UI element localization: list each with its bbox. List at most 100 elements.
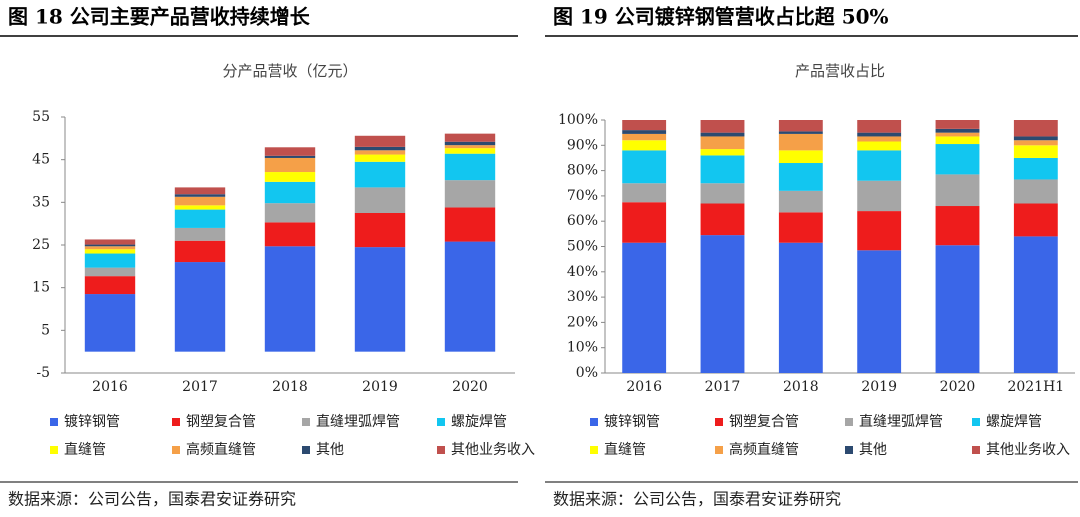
bar-segment: [354, 247, 406, 352]
bar-segment: [857, 211, 902, 251]
bar-segment: [935, 132, 980, 137]
bar-segment: [264, 203, 316, 223]
x-tick-label: 2020: [940, 379, 976, 395]
bar-segment: [84, 244, 136, 247]
legend-swatch: [590, 446, 598, 454]
bar-segment: [778, 131, 823, 134]
bar-segment: [935, 128, 980, 133]
legend-label: 直缝埋弧焊管: [316, 413, 400, 430]
figure-title: 图 18 公司主要产品营收持续增长: [8, 5, 311, 29]
x-tick-label: 2019: [861, 379, 897, 395]
legend-swatch: [437, 446, 445, 454]
x-tick-label: 2017: [182, 379, 218, 395]
bar-segment: [1013, 120, 1058, 137]
x-tick-label: 2018: [272, 379, 308, 395]
x-tick-label: 2018: [783, 379, 819, 395]
bar-segment: [444, 148, 496, 154]
bar-segment: [174, 187, 226, 195]
bar-segment: [857, 141, 902, 151]
bar-segment: [84, 239, 136, 245]
bar-segment: [84, 267, 136, 277]
legend-swatch: [50, 446, 58, 454]
bar-segment: [622, 150, 667, 184]
bar-segment: [354, 154, 406, 162]
y-tick-label: 60%: [567, 213, 598, 229]
legend-swatch: [437, 418, 445, 426]
bar-segment: [174, 209, 226, 228]
bar-segment: [935, 136, 980, 145]
bar-segment: [778, 163, 823, 191]
legend-label: 钢塑复合管: [186, 413, 256, 430]
bar-segment: [264, 155, 316, 158]
legend-label: 直缝管: [64, 441, 106, 458]
y-tick-label: 10%: [567, 340, 598, 356]
bar-segment: [264, 157, 316, 173]
bar-segment: [264, 246, 316, 352]
bar-segment: [935, 120, 980, 129]
y-tick-label: -5: [36, 365, 50, 381]
bar-segment: [174, 227, 226, 241]
bar-segment: [700, 183, 745, 204]
bar-segment: [935, 144, 980, 175]
bar-segment: [778, 212, 823, 243]
x-tick-label: 2017: [705, 379, 741, 395]
bar-segment: [444, 133, 496, 142]
x-tick-label: 2019: [362, 379, 398, 395]
y-tick-label: 80%: [567, 163, 598, 179]
bar-segment: [700, 149, 745, 156]
x-tick-label: 2016: [626, 379, 662, 395]
bar-segment: [1013, 145, 1058, 158]
chart-title: 产品营收占比: [795, 62, 885, 80]
y-tick-label: 30%: [567, 289, 598, 305]
legend-swatch: [715, 446, 723, 454]
bar-segment: [700, 235, 745, 373]
bar-segment: [935, 174, 980, 207]
bar-segment: [1013, 157, 1058, 180]
legend-label: 镀锌钢管: [604, 413, 660, 430]
x-tick-label: 2016: [92, 379, 128, 395]
legend-swatch: [715, 418, 723, 426]
bar-segment: [778, 120, 823, 132]
bar-segment: [622, 130, 667, 134]
legend-label: 直缝埋弧焊管: [859, 413, 943, 430]
bar-segment: [700, 132, 745, 137]
bar-segment: [857, 136, 902, 142]
bar-segment: [174, 240, 226, 263]
bar-segment: [354, 161, 406, 188]
bar-segment: [857, 180, 902, 212]
bar-segment: [174, 196, 226, 206]
y-tick-label: 70%: [567, 188, 598, 204]
bar-segment: [700, 120, 745, 133]
bar-segment: [778, 133, 823, 151]
bar-segment: [857, 132, 902, 137]
legend-swatch: [972, 418, 980, 426]
bar-segment: [84, 294, 136, 352]
bar-segment: [1013, 203, 1058, 237]
bar-segment: [622, 183, 667, 203]
legend-swatch: [302, 446, 310, 454]
bar-segment: [264, 147, 316, 156]
bar-segment: [1013, 136, 1058, 141]
bar-segment: [700, 203, 745, 236]
bar-segment: [444, 141, 496, 146]
y-tick-label: 0%: [576, 365, 598, 381]
bar-segment: [778, 150, 823, 164]
bar-segment: [622, 120, 667, 131]
bar-segment: [444, 241, 496, 352]
bar-segment: [1013, 236, 1058, 373]
bar-segment: [935, 245, 980, 373]
legend-swatch: [590, 418, 598, 426]
legend-label: 高频直缝管: [186, 441, 256, 458]
bar-segment: [622, 133, 667, 141]
legend-label: 其他: [859, 442, 887, 458]
legend-swatch: [845, 418, 853, 426]
legend-swatch: [972, 446, 980, 454]
bar-segment: [354, 146, 406, 151]
bar-segment: [444, 207, 496, 242]
bar-segment: [622, 140, 667, 151]
y-tick-label: 55: [32, 109, 50, 125]
y-tick-label: 20%: [567, 314, 598, 330]
bar-segment: [444, 180, 496, 208]
x-tick-label: 2021H1: [1007, 379, 1064, 395]
